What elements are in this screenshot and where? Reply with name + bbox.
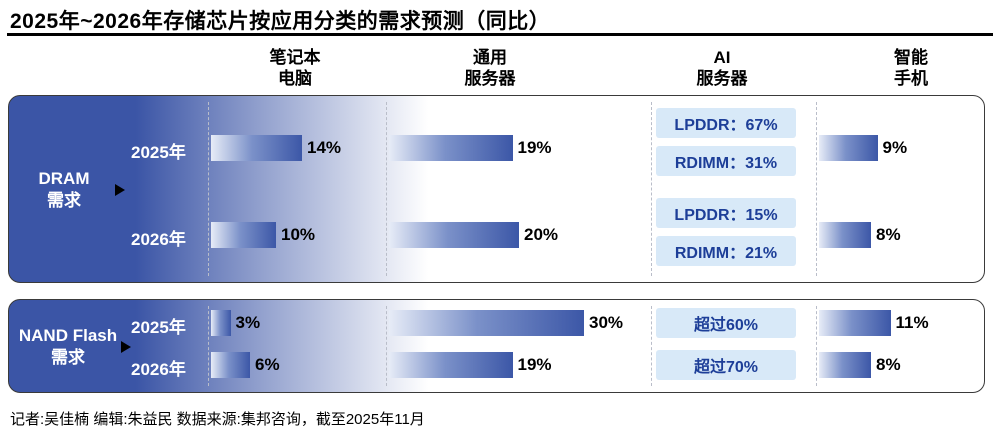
- nand-label: NAND Flash 需求: [9, 325, 127, 369]
- column-divider: [208, 102, 209, 276]
- ai-pill-label: RDIMM：31%: [674, 155, 778, 172]
- column-header-line: 服务器: [464, 69, 516, 88]
- year-label-nand-2026: 2026年: [131, 360, 186, 379]
- dram-label: DRAM 需求: [9, 168, 119, 212]
- bar-group-dram-2026-server: 20%: [389, 222, 558, 248]
- ai-pill-label: LPDDR：67%: [674, 117, 778, 134]
- column-divider: [386, 306, 387, 386]
- bar-value-label: 20%: [524, 225, 559, 244]
- bar-group-dram-2025-phone: 9%: [819, 135, 907, 161]
- column-header-line: 电脑: [278, 69, 312, 88]
- dram-arrow-icon: [115, 184, 125, 196]
- bar-group-nand-2025-server: 30%: [389, 310, 623, 336]
- year-label-nand-2025: 2025年: [131, 318, 186, 337]
- column-header-line: AI: [713, 48, 731, 67]
- nand-section: NAND Flash 需求 2025年 2026年 3% 30% 11% 6% …: [8, 299, 985, 393]
- column-header-smartphone: 智能 手机: [851, 47, 971, 89]
- column-divider: [651, 306, 652, 386]
- column-header-line: 通用: [473, 48, 507, 67]
- column-divider: [386, 102, 387, 276]
- bar-group-nand-2025-laptop: 3%: [211, 310, 260, 336]
- chart-title: 2025年~2026年存储芯片按应用分类的需求预测（同比）: [10, 10, 551, 33]
- bar: [211, 222, 276, 248]
- ai-pill-label: 超过70%: [693, 359, 759, 376]
- bar-group-dram-2025-server: 19%: [389, 135, 552, 161]
- ai-pill-nand-2025: 超过60%: [656, 308, 796, 338]
- ai-pill-lpddr-2026: LPDDR：15%: [656, 198, 796, 228]
- nand-label-line: 需求: [51, 348, 85, 367]
- bar: [819, 135, 878, 161]
- column-divider: [208, 306, 209, 386]
- nand-label-line: NAND Flash: [18, 326, 118, 345]
- bar: [819, 222, 871, 248]
- column-header-line: 服务器: [696, 69, 748, 88]
- bar: [211, 135, 302, 161]
- bar: [211, 310, 231, 336]
- bar: [389, 222, 519, 248]
- ai-pill-label: 超过60%: [693, 317, 759, 334]
- bar: [819, 310, 891, 336]
- bar-group-nand-2026-server: 19%: [389, 352, 552, 378]
- ai-pill-rdimm-2025: RDIMM：31%: [656, 146, 796, 176]
- bar-value-label: 11%: [895, 313, 929, 332]
- bar-value-label: 8%: [876, 225, 901, 244]
- column-header-line: 智能: [894, 48, 928, 67]
- column-header-laptop: 笔记本 电脑: [235, 47, 355, 89]
- bar-value-label: 10%: [281, 225, 316, 244]
- year-label-dram-2025: 2025年: [131, 143, 186, 162]
- bar-group-nand-2026-phone: 8%: [819, 352, 901, 378]
- footer-credits: 记者:吴佳楠 编辑:朱益民 数据来源:集邦咨询，截至2025年11月: [10, 411, 425, 428]
- bar-value-label: 14%: [307, 138, 342, 157]
- bar-value-label: 6%: [255, 355, 280, 374]
- bar-group-dram-2026-phone: 8%: [819, 222, 901, 248]
- column-header-general-server: 通用 服务器: [430, 47, 550, 89]
- column-header-ai-server: AI 服务器: [662, 47, 782, 89]
- ai-pill-nand-2026: 超过70%: [656, 350, 796, 380]
- bar-group-dram-2025-laptop: 14%: [211, 135, 341, 161]
- bar-group-nand-2025-phone: 11%: [819, 310, 929, 336]
- column-divider: [816, 102, 817, 276]
- year-label-dram-2026: 2026年: [131, 230, 186, 249]
- ai-pill-lpddr-2025: LPDDR：67%: [656, 108, 796, 138]
- column-header-line: 笔记本: [269, 48, 321, 67]
- bar: [819, 352, 871, 378]
- bar-group-dram-2026-laptop: 10%: [211, 222, 315, 248]
- dram-section: DRAM 需求 2025年 2026年 14% 19% 9% 10% 20%: [8, 95, 985, 283]
- ai-pill-label: RDIMM：21%: [674, 245, 778, 262]
- bar: [389, 352, 513, 378]
- bar-value-label: 8%: [876, 355, 901, 374]
- column-divider: [816, 306, 817, 386]
- bar-group-nand-2026-laptop: 6%: [211, 352, 280, 378]
- bar-value-label: 30%: [589, 313, 624, 332]
- bar-value-label: 19%: [517, 138, 552, 157]
- bar-value-label: 9%: [882, 138, 908, 157]
- dram-label-line: 需求: [47, 191, 81, 210]
- ai-pill-rdimm-2026: RDIMM：21%: [656, 236, 796, 266]
- bar: [389, 135, 513, 161]
- nand-arrow-icon: [121, 341, 131, 353]
- column-header-line: 手机: [894, 69, 928, 88]
- bar-value-label: 3%: [235, 313, 261, 332]
- title-underline: [7, 33, 993, 36]
- bar: [389, 310, 584, 336]
- bar: [211, 352, 250, 378]
- ai-pill-label: LPDDR：15%: [674, 207, 778, 224]
- bar-value-label: 19%: [517, 355, 552, 374]
- column-divider: [651, 102, 652, 276]
- dram-label-line: DRAM: [38, 169, 90, 188]
